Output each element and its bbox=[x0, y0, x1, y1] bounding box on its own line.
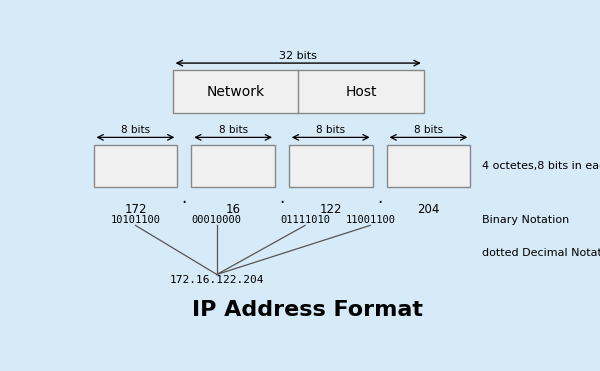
Text: 172.16.122.204: 172.16.122.204 bbox=[170, 275, 264, 285]
Text: 32 bits: 32 bits bbox=[279, 51, 317, 61]
Text: Host: Host bbox=[345, 85, 377, 99]
Text: 8 bits: 8 bits bbox=[316, 125, 346, 135]
Text: 4 octetes,8 bits in each: 4 octetes,8 bits in each bbox=[482, 161, 600, 171]
Text: 01111010: 01111010 bbox=[280, 215, 330, 225]
Text: .: . bbox=[280, 189, 284, 207]
Bar bbox=[386, 144, 470, 187]
Text: 11001100: 11001100 bbox=[345, 215, 395, 225]
Text: 8 bits: 8 bits bbox=[414, 125, 443, 135]
Bar bbox=[289, 144, 373, 187]
Text: 122: 122 bbox=[320, 203, 342, 216]
Text: 00010000: 00010000 bbox=[192, 215, 242, 225]
Text: 204: 204 bbox=[417, 203, 440, 216]
Text: dotted Decimal Notation: dotted Decimal Notation bbox=[482, 248, 600, 258]
Text: IP Address Format: IP Address Format bbox=[192, 300, 423, 320]
Text: .: . bbox=[377, 189, 382, 207]
Text: Network: Network bbox=[206, 85, 265, 99]
Text: 8 bits: 8 bits bbox=[218, 125, 248, 135]
Text: 8 bits: 8 bits bbox=[121, 125, 150, 135]
Text: Binary Notation: Binary Notation bbox=[482, 215, 569, 225]
Text: 10101100: 10101100 bbox=[110, 215, 160, 225]
Bar bbox=[191, 144, 275, 187]
Text: 16: 16 bbox=[226, 203, 241, 216]
Bar bbox=[173, 70, 424, 113]
Text: 172: 172 bbox=[124, 203, 146, 216]
Bar bbox=[94, 144, 178, 187]
Text: .: . bbox=[182, 189, 187, 207]
